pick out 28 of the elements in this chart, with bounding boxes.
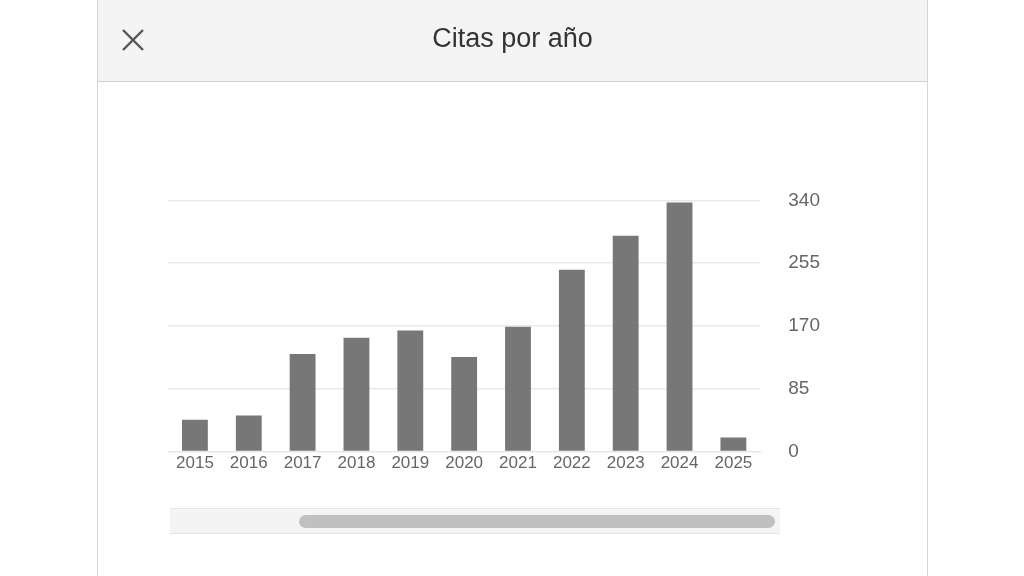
x-tick-label: 2016 <box>229 453 268 473</box>
x-tick-label: 2015 <box>176 453 214 473</box>
x-tick-label: 2019 <box>391 453 430 473</box>
x-tick-label: 2024 <box>660 453 699 473</box>
bar <box>612 235 639 451</box>
bar <box>397 330 424 451</box>
bar <box>666 202 693 451</box>
y-tick-label: 340 <box>788 188 820 210</box>
x-tick-label: 2022 <box>552 453 591 473</box>
bar <box>720 437 747 451</box>
x-tick-label: 2023 <box>606 453 645 473</box>
y-tick-label: 170 <box>788 314 820 336</box>
bar <box>505 326 531 451</box>
x-tick-label: 2018 <box>337 453 376 473</box>
y-tick-label: 85 <box>788 377 810 399</box>
y-tick-label: 0 <box>788 439 799 461</box>
bar <box>289 354 316 451</box>
y-tick-label: 255 <box>788 251 820 273</box>
x-tick-label: 2021 <box>499 453 537 473</box>
bar <box>451 357 478 451</box>
chart-title: Citas por año <box>431 23 594 54</box>
bar <box>558 269 585 451</box>
bar <box>343 337 370 451</box>
bar <box>235 415 262 451</box>
x-tick-label: 2025 <box>714 453 753 473</box>
x-tick-label: 2020 <box>445 453 484 473</box>
bar <box>182 419 208 451</box>
x-tick-label: 2017 <box>283 453 322 473</box>
